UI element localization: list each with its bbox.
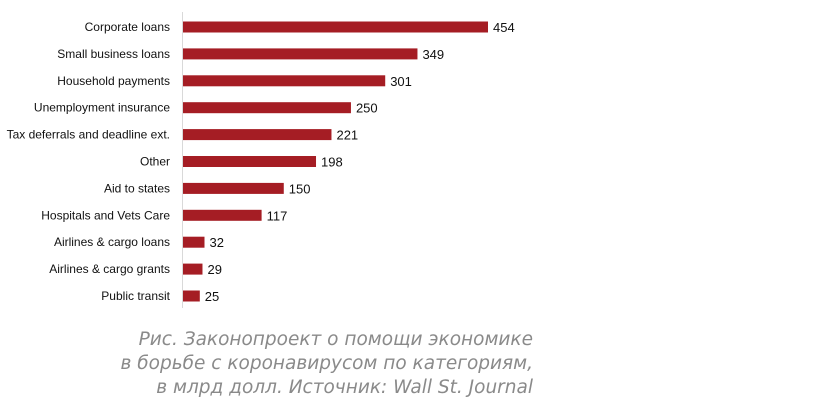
category-label: Unemployment insurance (34, 101, 170, 115)
category-label: Hospitals and Vets Care (41, 208, 170, 222)
bar (183, 102, 351, 114)
bar-chart: Corporate loans 454 Small business loans 34… (7, 12, 515, 308)
bar (183, 156, 317, 167)
category-label: Public transit (101, 289, 170, 303)
caption-line: в млрд долл. Источник: Wall St. Journal (156, 377, 533, 398)
bar (183, 48, 418, 60)
bar (183, 21, 488, 33)
caption-line: в борьбе с коронавирусом по категориям, (120, 353, 533, 374)
bar (183, 75, 386, 87)
data-label: 25 (205, 289, 219, 304)
category-label: Airlines & cargo grants (49, 262, 170, 276)
category-label: Aid to states (104, 181, 170, 195)
bar (183, 290, 200, 302)
bar (183, 182, 284, 194)
data-label: 250 (356, 101, 378, 116)
data-label: 349 (422, 47, 444, 62)
category-label: Tax deferrals and deadline ext. (7, 128, 170, 142)
figure-caption: Рис. Законопроект о помощи экономике в б… (120, 328, 533, 400)
data-label: 198 (321, 155, 343, 170)
category-label: Other (140, 155, 170, 169)
bar (183, 263, 203, 275)
bar (183, 129, 332, 141)
category-label: Small business loans (57, 47, 170, 61)
category-label: Airlines & cargo loans (54, 235, 170, 249)
data-label: 454 (493, 20, 515, 35)
bar (183, 236, 205, 248)
data-label: 117 (267, 208, 288, 223)
data-label: 301 (390, 74, 412, 89)
bar (183, 209, 262, 221)
data-label: 150 (289, 181, 311, 196)
data-label: 221 (336, 128, 358, 143)
category-label: Household payments (57, 74, 170, 88)
data-label: 32 (209, 235, 223, 250)
data-label: 29 (207, 262, 221, 277)
category-label: Corporate loans (85, 20, 170, 34)
caption-line: Рис. Законопроект о помощи экономике (138, 329, 533, 350)
